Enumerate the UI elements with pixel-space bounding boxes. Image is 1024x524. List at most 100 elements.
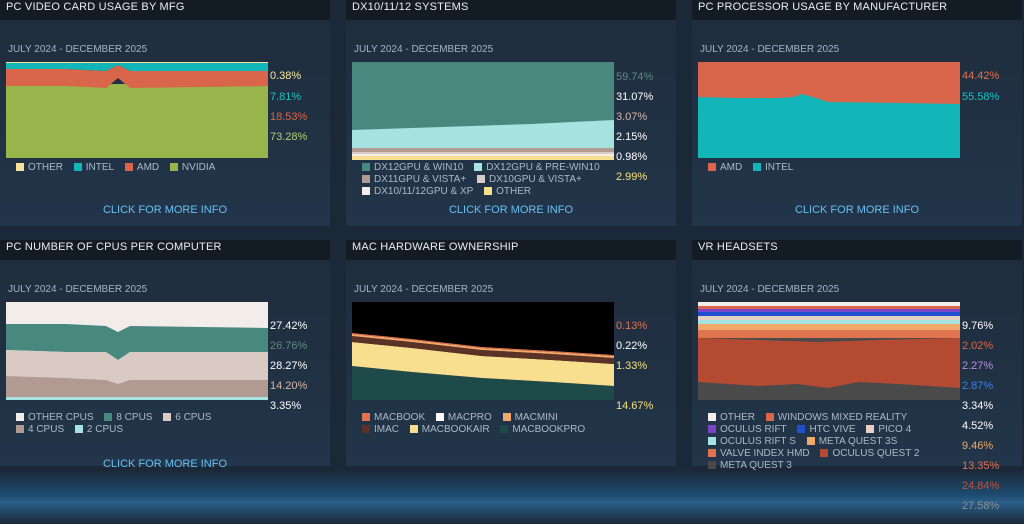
legend-label: META QUEST 3 <box>720 460 792 471</box>
area-pico-4 <box>698 316 960 320</box>
pct-dx11-vista: 3.07% <box>616 111 648 123</box>
legend-item: MACBOOKAIR <box>409 424 490 436</box>
card-cpus-per-computer[interactable]: PC NUMBER OF CPUS PER COMPUTER JULY 2024… <box>0 240 330 470</box>
legend-swatch <box>708 449 716 457</box>
legend-label: OTHER <box>496 186 532 197</box>
pct-2-cpus: 3.35% <box>270 400 302 412</box>
area-6-cpus <box>6 350 268 384</box>
chart-legend: OTHER CPUS 8 CPUS 6 CPUS 4 CPUS 2 CPUS <box>16 412 266 436</box>
legend-swatch <box>362 187 370 195</box>
legend-label: VALVE INDEX HMD <box>720 448 810 459</box>
legend-item: DX10GPU & VISTA+ <box>476 174 582 186</box>
pct-amd: 44.42% <box>962 70 1000 82</box>
legend-label: HTC VIVE <box>809 424 856 435</box>
pct-meta-quest-3s: 9.46% <box>962 440 994 452</box>
legend-label: DX10GPU & VISTA+ <box>488 174 582 185</box>
legend-label: OTHER <box>28 162 63 173</box>
legend-item: 6 CPUS <box>163 412 211 424</box>
more-info-link[interactable]: CLICK FOR MORE INFO <box>794 204 920 216</box>
legend-swatch <box>708 437 716 445</box>
legend-item: DX12GPU & PRE-WIN10 <box>474 162 600 174</box>
pct-oculus-rift: 2.27% <box>962 360 994 372</box>
legend-label: PICO 4 <box>878 424 912 435</box>
legend-item: WINDOWS MIXED REALITY <box>765 412 908 424</box>
stacked-area-chart <box>6 302 268 400</box>
legend-swatch <box>169 163 178 171</box>
date-range: JULY 2024 - DECEMBER 2025 <box>354 44 494 55</box>
card-title: DX10/11/12 SYSTEMS <box>346 0 676 20</box>
more-info-link[interactable]: CLICK FOR MORE INFO <box>102 458 228 470</box>
date-range: JULY 2024 - DECEMBER 2025 <box>700 44 840 55</box>
area-oculus-rift <box>698 309 960 312</box>
legend-item: 2 CPUS <box>74 424 123 436</box>
more-info-link[interactable]: CLICK FOR MORE INFO <box>102 204 228 216</box>
legend-item: DX12GPU & WIN10 <box>362 162 463 174</box>
legend-item: MACMINI <box>502 412 558 424</box>
date-range: JULY 2024 - DECEMBER 2025 <box>354 284 494 295</box>
area-4-cpus <box>6 376 268 397</box>
area-valve-index <box>698 330 960 338</box>
card-title: PC PROCESSOR USAGE BY MANUFACTURER <box>692 0 1022 20</box>
legend-label: 8 CPUS <box>116 412 153 423</box>
legend-item: PICO 4 <box>866 424 911 436</box>
legend-swatch <box>409 425 418 433</box>
legend-swatch <box>708 425 716 433</box>
legend-item: 8 CPUS <box>104 412 152 424</box>
legend-label: MACBOOKPRO <box>512 424 586 435</box>
legend-label: NVIDIA <box>181 162 216 173</box>
pct-xp: 0.98% <box>616 151 648 163</box>
legend-item: HTC VIVE <box>797 424 856 436</box>
legend-label: MACBOOKAIR <box>421 424 490 435</box>
legend-swatch <box>502 413 511 421</box>
stacked-area-chart <box>352 62 614 160</box>
legend-swatch <box>708 163 716 171</box>
more-info-link[interactable]: CLICK FOR MORE INFO <box>448 204 574 216</box>
legend-item: VALVE INDEX HMD <box>708 448 810 460</box>
pct-intel: 55.58% <box>962 91 1000 103</box>
stacked-area-chart <box>698 62 960 158</box>
legend-swatch <box>362 163 370 171</box>
area-2-cpus <box>6 397 268 400</box>
legend-label: MACBOOK <box>374 412 426 423</box>
pct-other: 9.76% <box>962 320 994 332</box>
card-mac-hardware[interactable]: MAC HARDWARE OWNERSHIP JULY 2024 - DECEM… <box>346 240 676 466</box>
area-amd <box>698 62 960 104</box>
card-video-card-usage[interactable]: PC VIDEO CARD USAGE BY MFG JULY 2024 - D… <box>0 0 330 226</box>
legend-swatch <box>708 461 716 469</box>
area-macbook <box>352 333 614 356</box>
area-meta-quest-3s <box>698 324 960 330</box>
card-vr-headsets[interactable]: VR HEADSETS JULY 2024 - DECEMBER 2025 9.… <box>692 240 1022 512</box>
legend-item: DX10/11/12GPU & XP <box>362 186 473 198</box>
area-oculus-rift-s <box>698 320 960 324</box>
legend-label: DX12GPU & PRE-WIN10 <box>486 162 600 173</box>
area-htc-vive <box>698 312 960 316</box>
legend-item: OTHER <box>708 412 755 424</box>
legend-item: 4 CPUS <box>16 424 64 436</box>
legend-label: OCULUS QUEST 2 <box>832 448 920 459</box>
legend-swatch <box>124 163 133 171</box>
legend-label: WINDOWS MIXED REALITY <box>777 412 908 423</box>
area-oculus-quest-2 <box>698 338 960 388</box>
area-8-cpus <box>6 324 268 360</box>
chart-legend: OTHER WINDOWS MIXED REALITY OCULUS RIFT … <box>708 412 958 472</box>
legend-swatch <box>362 175 370 183</box>
legend-swatch <box>866 425 875 433</box>
legend-swatch <box>765 413 774 421</box>
legend-item: META QUEST 3 <box>708 460 792 472</box>
pct-6-cpus: 28.27% <box>270 360 308 372</box>
pct-4-cpus: 14.20% <box>270 380 308 392</box>
legend-swatch <box>16 163 24 171</box>
legend-swatch <box>74 425 83 433</box>
card-dx-systems[interactable]: DX10/11/12 SYSTEMS JULY 2024 - DECEMBER … <box>346 0 676 226</box>
legend-item: OTHER <box>484 186 531 198</box>
pct-intel: 7.81% <box>270 91 302 103</box>
legend-label: DX12GPU & WIN10 <box>374 162 464 173</box>
legend-item: AMD <box>124 162 159 174</box>
pct-valve-index: 13.35% <box>962 460 1000 472</box>
pct-meta-quest-3: 27.58% <box>962 500 1000 512</box>
chart-legend: AMD INTEL <box>708 162 801 174</box>
legend-item: AMD <box>708 162 742 174</box>
pct-other: 2.99% <box>616 171 648 183</box>
card-processor-usage[interactable]: PC PROCESSOR USAGE BY MANUFACTURER JULY … <box>692 0 1022 226</box>
legend-swatch <box>820 449 829 457</box>
